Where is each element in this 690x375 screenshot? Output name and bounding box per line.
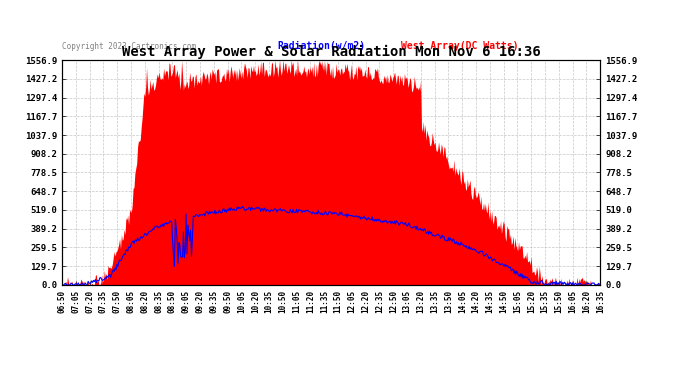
Text: Copyright 2023 Cartronics.com: Copyright 2023 Cartronics.com bbox=[62, 42, 196, 51]
Text: West Array(DC Watts): West Array(DC Watts) bbox=[401, 41, 519, 51]
Text: Radiation(w/m2): Radiation(w/m2) bbox=[277, 41, 366, 51]
Title: West Array Power & Solar Radiation Mon Nov 6 16:36: West Array Power & Solar Radiation Mon N… bbox=[122, 45, 540, 59]
